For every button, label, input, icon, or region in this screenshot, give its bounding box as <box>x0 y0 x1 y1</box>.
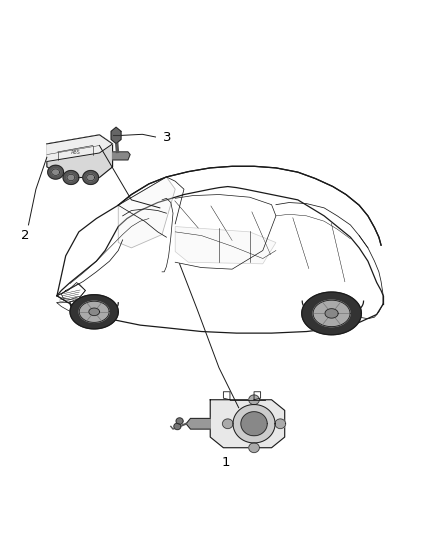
Polygon shape <box>67 174 75 181</box>
Polygon shape <box>176 418 183 424</box>
Polygon shape <box>47 135 113 177</box>
Text: ABS: ABS <box>71 150 80 156</box>
Text: 1: 1 <box>221 456 230 469</box>
Text: 3: 3 <box>163 131 172 144</box>
Polygon shape <box>89 308 99 316</box>
Polygon shape <box>302 292 361 335</box>
Polygon shape <box>118 177 175 248</box>
Polygon shape <box>275 419 286 429</box>
Polygon shape <box>63 171 79 184</box>
Polygon shape <box>47 135 113 161</box>
Polygon shape <box>241 412 267 435</box>
Polygon shape <box>70 295 118 329</box>
Polygon shape <box>79 301 109 322</box>
Polygon shape <box>52 169 60 175</box>
Polygon shape <box>111 127 121 143</box>
Polygon shape <box>313 300 350 327</box>
Polygon shape <box>87 174 95 181</box>
Polygon shape <box>113 152 130 160</box>
Polygon shape <box>223 419 233 429</box>
Text: 2: 2 <box>21 229 29 242</box>
Polygon shape <box>83 171 99 184</box>
Polygon shape <box>249 395 259 405</box>
Polygon shape <box>174 423 181 430</box>
Polygon shape <box>175 227 276 264</box>
Polygon shape <box>249 443 259 453</box>
Polygon shape <box>186 418 210 429</box>
Polygon shape <box>325 309 338 318</box>
Polygon shape <box>48 165 64 179</box>
Polygon shape <box>233 405 275 443</box>
Polygon shape <box>210 400 285 448</box>
